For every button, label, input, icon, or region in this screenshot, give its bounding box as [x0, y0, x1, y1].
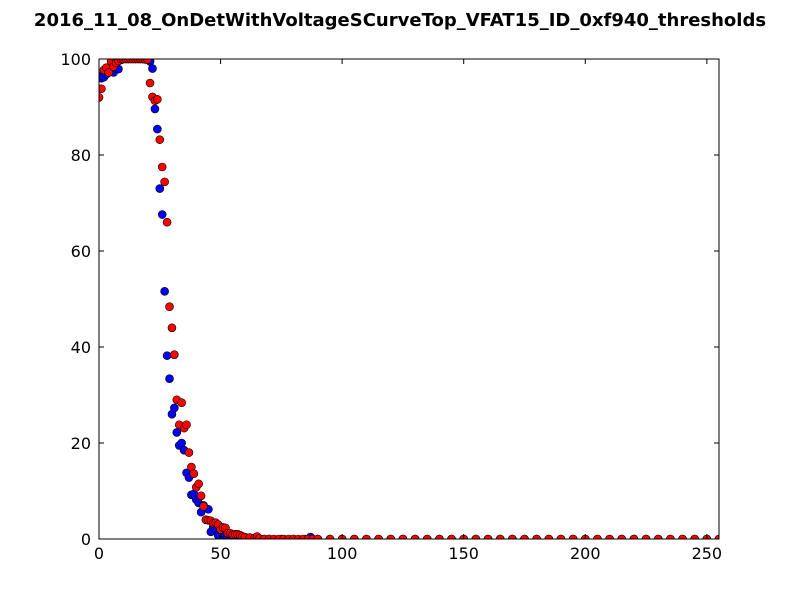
y-tick-label-5: 100 — [60, 50, 91, 69]
data-point-s0-26 — [157, 210, 167, 219]
data-point-s0-32 — [172, 428, 182, 437]
data-point-s1-39 — [189, 469, 199, 479]
x-tick-label-0: 0 — [94, 544, 104, 563]
data-point-s1-31 — [170, 350, 179, 359]
data-point-s1-24 — [153, 95, 162, 104]
plot-frame — [98, 58, 720, 540]
data-point-s1-37 — [184, 448, 194, 457]
data-point-s1-34 — [177, 398, 186, 407]
data-point-s1-27 — [160, 177, 169, 187]
x-tick-label-1: 50 — [210, 544, 230, 563]
y-tick-label-4: 80 — [71, 146, 91, 165]
y-tick-label-1: 20 — [71, 434, 91, 453]
data-point-s0-31 — [170, 403, 179, 413]
y-tick-label-2: 40 — [71, 338, 91, 357]
data-point-s1-26 — [157, 162, 167, 172]
data-point-s1-41 — [194, 479, 203, 489]
data-point-s0-27 — [160, 287, 169, 296]
data-point-s0-23 — [150, 104, 160, 114]
points-layer — [99, 58, 719, 540]
x-tick-label-3: 150 — [448, 544, 479, 563]
data-point-s1-36 — [182, 420, 191, 430]
data-point-s0-34 — [177, 438, 186, 448]
chart-title: 2016_11_08_OnDetWithVoltageSCurveTop_VFA… — [33, 10, 767, 31]
data-point-s1-30 — [167, 323, 177, 333]
x-tick-label-5: 250 — [692, 544, 723, 563]
x-tick-label-4: 200 — [570, 544, 601, 563]
axes-layer: 0 50 100 150 200 250 0 20 40 60 80 100 — [60, 50, 722, 563]
data-point-s1-0 — [99, 93, 104, 102]
data-point-s1-4 — [104, 68, 114, 77]
data-point-s1-21 — [145, 78, 155, 88]
data-point-s0-28 — [162, 351, 172, 360]
data-point-s0-29 — [165, 374, 174, 383]
data-point-s0-24 — [153, 124, 162, 134]
data-point-s1-43 — [199, 502, 208, 511]
x-tick-label-2: 100 — [327, 544, 358, 563]
data-point-s1-28 — [162, 217, 172, 227]
data-point-s0-22 — [148, 64, 157, 73]
data-point-s1-29 — [165, 302, 174, 311]
data-point-s1-42 — [196, 491, 206, 501]
data-point-s0-25 — [155, 184, 165, 193]
y-tick-label-3: 60 — [71, 242, 91, 261]
y-tick-label-0: 0 — [81, 530, 91, 549]
data-point-s1-25 — [155, 135, 165, 144]
data-point-s1-1 — [99, 84, 106, 94]
